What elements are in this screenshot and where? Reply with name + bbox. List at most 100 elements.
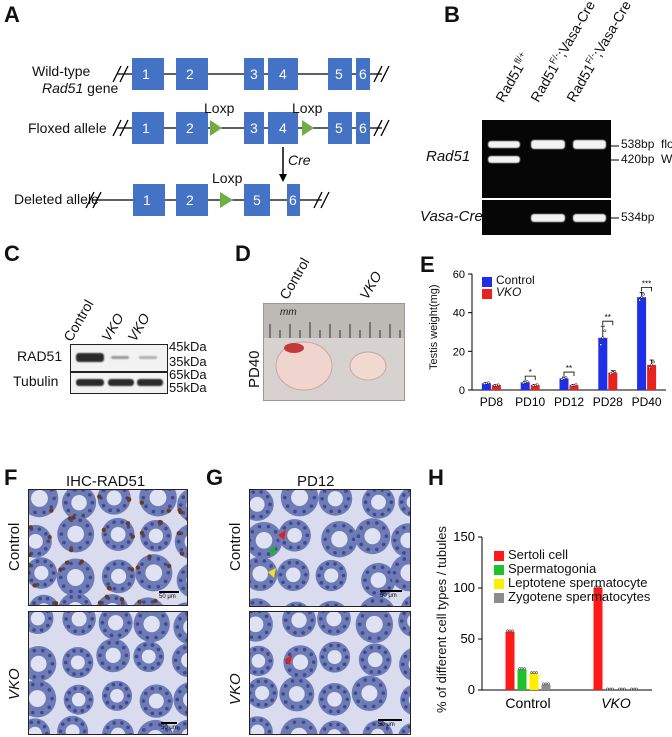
legend-vko: VKO (496, 285, 522, 299)
scale-text: 50 μm (161, 725, 178, 731)
data-point (544, 682, 548, 686)
nucleus (336, 629, 340, 634)
nucleus (176, 726, 181, 731)
band-wt-lane1 (488, 156, 520, 163)
nucleus (150, 643, 155, 647)
nucleus (46, 612, 50, 613)
nucleus (383, 650, 388, 655)
nucleus (88, 575, 93, 580)
nucleus (79, 672, 84, 676)
nucleus (86, 704, 90, 709)
tubule-lumen (408, 659, 410, 669)
exon-6 (287, 184, 300, 216)
nucleus (378, 683, 383, 687)
nucleus (100, 661, 105, 665)
nucleus (73, 709, 77, 713)
tubule (173, 682, 187, 717)
nucleus (351, 537, 356, 542)
nucleus (342, 662, 347, 667)
stained-cell (64, 560, 70, 565)
nucleus (118, 705, 123, 709)
loxp-triangle-2 (302, 120, 314, 136)
nucleus (333, 562, 337, 566)
data-point (535, 383, 539, 387)
nucleus (115, 641, 120, 645)
nucleus (322, 490, 327, 493)
nucleus (69, 561, 73, 566)
tubule-lumen (291, 612, 307, 628)
nucleus (366, 726, 370, 731)
nucleus (44, 531, 48, 536)
nucleus (306, 700, 310, 704)
tubule-lumen (287, 528, 302, 543)
nucleus (69, 595, 74, 599)
nucleus (252, 670, 257, 674)
nucleus (363, 704, 367, 709)
nucleus (303, 541, 307, 545)
nucleus (82, 729, 87, 734)
nucleus (302, 509, 306, 514)
band-cre-lane2 (531, 214, 565, 222)
exon-num: 1 (143, 192, 151, 208)
nucleus (344, 490, 348, 493)
nucleus (402, 493, 406, 497)
nucleus (144, 490, 148, 491)
exon-num: 6 (359, 120, 367, 136)
data-point (640, 295, 643, 299)
nucleus (363, 665, 367, 670)
nucleus (164, 526, 168, 531)
nucleus (38, 596, 42, 601)
nucleus (250, 652, 251, 656)
nucleus (288, 545, 293, 550)
nucleus (37, 527, 42, 531)
nucleus (32, 675, 37, 679)
data-point (611, 687, 614, 691)
nucleus (51, 571, 56, 575)
nucleus (333, 523, 337, 528)
nucleus (336, 666, 341, 671)
nucleus (360, 657, 365, 662)
tubule-lumen (252, 566, 269, 582)
nucleus (395, 546, 400, 550)
nucleus (336, 709, 341, 714)
nucleus (62, 540, 66, 545)
nucleus (305, 533, 310, 538)
arrowheads (268, 530, 286, 578)
bar-control (520, 382, 530, 390)
f-row-vko: VKO (6, 668, 23, 700)
tubule-lumen (250, 724, 265, 734)
significance-bracket (563, 371, 575, 377)
data-point (508, 629, 512, 633)
scale-bar (380, 590, 402, 592)
nucleus (298, 603, 302, 606)
nucleus (182, 722, 187, 726)
nucleus (106, 566, 110, 571)
ihc-control-image: 50 μm (28, 489, 188, 606)
nucleus (363, 650, 367, 655)
nucleus (78, 589, 82, 594)
nucleus (39, 628, 44, 632)
nucleus (150, 686, 155, 691)
tubule-lumen (255, 532, 273, 549)
nucleus (329, 643, 333, 648)
nucleus (149, 722, 153, 727)
nucleus (105, 700, 110, 705)
nucleus (320, 655, 325, 659)
nucleus (46, 539, 51, 544)
tubule-lumen (29, 726, 42, 734)
nucleus (49, 564, 54, 568)
nucleus (284, 618, 288, 622)
exon-4 (268, 112, 298, 144)
nucleus (181, 495, 186, 499)
data-point (618, 687, 621, 691)
nucleus (339, 580, 343, 585)
nucleus (399, 619, 404, 623)
x-tick-label: PD8 (480, 395, 504, 409)
nucleus (301, 580, 306, 585)
nucleus (341, 573, 346, 578)
nucleus (150, 522, 154, 526)
nucleus (386, 657, 390, 662)
nucleus (157, 722, 162, 727)
nucleus (401, 729, 406, 734)
stained-cell (51, 490, 56, 492)
